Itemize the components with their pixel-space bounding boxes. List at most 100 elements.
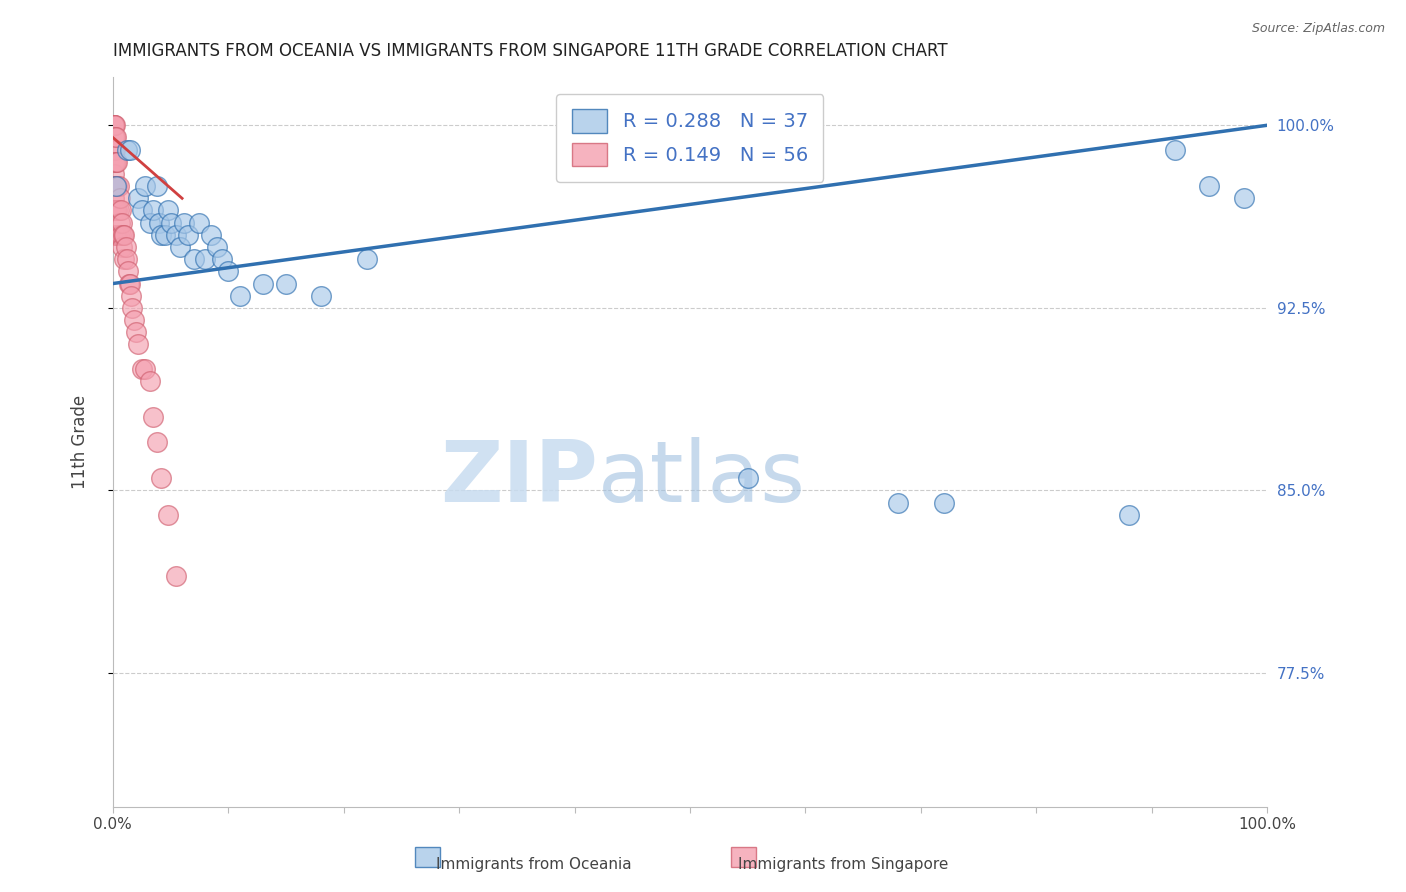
Point bbox=[107, 227, 129, 242]
Point bbox=[127, 337, 149, 351]
Point bbox=[356, 252, 378, 267]
Point bbox=[205, 240, 228, 254]
Point bbox=[105, 179, 128, 194]
Point bbox=[115, 252, 138, 267]
Point bbox=[104, 154, 127, 169]
Point bbox=[107, 227, 129, 242]
Point bbox=[142, 410, 165, 425]
Point bbox=[183, 252, 205, 267]
Point bbox=[115, 143, 138, 157]
Point bbox=[107, 179, 129, 194]
Point bbox=[157, 508, 180, 522]
Point bbox=[173, 216, 195, 230]
Point bbox=[103, 118, 125, 132]
Point bbox=[150, 227, 173, 242]
Point bbox=[104, 179, 127, 194]
Point bbox=[108, 216, 131, 230]
Point bbox=[274, 277, 297, 291]
Point bbox=[120, 277, 142, 291]
Point bbox=[104, 118, 127, 132]
Point bbox=[211, 252, 233, 267]
Point bbox=[104, 143, 127, 157]
Text: ZIP: ZIP bbox=[440, 437, 598, 520]
Point bbox=[120, 143, 142, 157]
Point bbox=[105, 130, 128, 145]
Point bbox=[142, 203, 165, 218]
Point bbox=[309, 289, 332, 303]
Point bbox=[105, 203, 128, 218]
Point bbox=[134, 179, 156, 194]
Point bbox=[103, 118, 125, 132]
Point bbox=[110, 203, 132, 218]
Point bbox=[145, 179, 167, 194]
Point bbox=[145, 434, 167, 449]
Point bbox=[252, 277, 274, 291]
Point bbox=[107, 179, 129, 194]
Point bbox=[112, 227, 135, 242]
Point bbox=[111, 240, 134, 254]
Text: atlas: atlas bbox=[598, 437, 806, 520]
Text: Source: ZipAtlas.com: Source: ZipAtlas.com bbox=[1251, 22, 1385, 36]
Point bbox=[194, 252, 217, 267]
Point bbox=[103, 203, 125, 218]
Point bbox=[1118, 508, 1140, 522]
Point bbox=[105, 227, 128, 242]
Point bbox=[1198, 179, 1220, 194]
Point bbox=[108, 191, 131, 205]
Point bbox=[159, 216, 181, 230]
Point bbox=[886, 496, 908, 510]
Point bbox=[107, 154, 129, 169]
Point bbox=[125, 325, 148, 339]
Point bbox=[165, 568, 187, 582]
Point bbox=[103, 191, 125, 205]
Text: IMMIGRANTS FROM OCEANIA VS IMMIGRANTS FROM SINGAPORE 11TH GRADE CORRELATION CHAR: IMMIGRANTS FROM OCEANIA VS IMMIGRANTS FR… bbox=[112, 42, 948, 60]
Point bbox=[114, 240, 136, 254]
Point bbox=[103, 130, 125, 145]
Point bbox=[104, 227, 127, 242]
Point bbox=[139, 216, 162, 230]
Point bbox=[104, 203, 127, 218]
Point bbox=[1233, 191, 1256, 205]
Point bbox=[932, 496, 955, 510]
Text: Immigrants from Oceania: Immigrants from Oceania bbox=[436, 857, 633, 872]
Point bbox=[127, 191, 149, 205]
Point bbox=[120, 289, 142, 303]
Point bbox=[112, 252, 135, 267]
Point bbox=[229, 289, 252, 303]
Point bbox=[110, 227, 132, 242]
Text: Immigrants from Singapore: Immigrants from Singapore bbox=[738, 857, 949, 872]
Point bbox=[200, 227, 222, 242]
Point bbox=[111, 216, 134, 230]
Point bbox=[131, 361, 153, 376]
Point bbox=[188, 216, 211, 230]
Point bbox=[103, 118, 125, 132]
Point bbox=[165, 227, 187, 242]
Point bbox=[153, 227, 176, 242]
Point bbox=[112, 227, 135, 242]
Y-axis label: 11th Grade: 11th Grade bbox=[72, 395, 89, 489]
Point bbox=[148, 216, 170, 230]
Point bbox=[103, 143, 125, 157]
Point bbox=[118, 277, 141, 291]
Point bbox=[105, 154, 128, 169]
Point bbox=[103, 179, 125, 194]
Point bbox=[737, 471, 759, 485]
Point bbox=[105, 179, 128, 194]
Point bbox=[134, 361, 156, 376]
Point bbox=[107, 203, 129, 218]
Point bbox=[131, 203, 153, 218]
Point bbox=[150, 471, 173, 485]
Point bbox=[217, 264, 239, 278]
Point bbox=[104, 130, 127, 145]
Point bbox=[177, 227, 200, 242]
Point bbox=[103, 154, 125, 169]
Legend: R = 0.288   N = 37, R = 0.149   N = 56: R = 0.288 N = 37, R = 0.149 N = 56 bbox=[557, 94, 824, 182]
Point bbox=[103, 167, 125, 181]
Point bbox=[169, 240, 191, 254]
Point bbox=[117, 264, 139, 278]
Point bbox=[121, 301, 143, 315]
Point bbox=[122, 313, 145, 327]
Point bbox=[1163, 143, 1185, 157]
Point bbox=[139, 374, 162, 388]
Point bbox=[107, 203, 129, 218]
